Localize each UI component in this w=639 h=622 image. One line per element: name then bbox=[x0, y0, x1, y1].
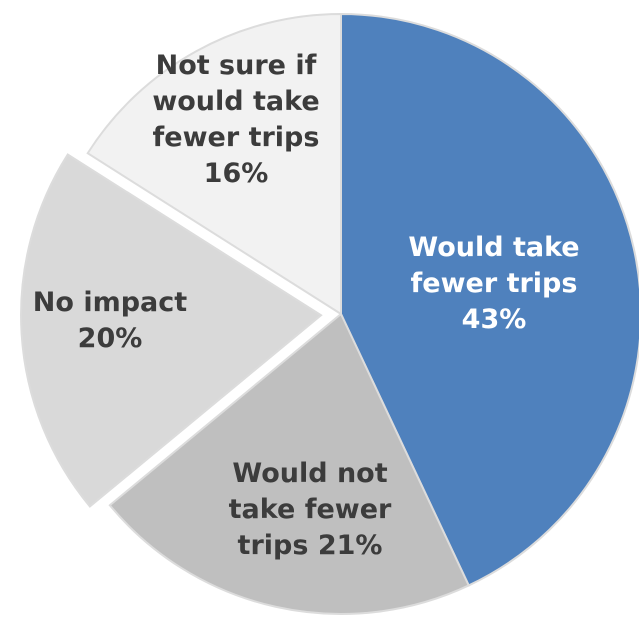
slice-label-line: Would take bbox=[408, 232, 579, 263]
slice-label-line: Would not bbox=[232, 458, 387, 489]
pie-slice bbox=[86, 12, 342, 316]
slice-label-line: fewer trips bbox=[411, 268, 578, 299]
pie-slice bbox=[108, 312, 471, 615]
slice-label: Would not take fewer trips 21% bbox=[229, 458, 392, 561]
slice-label-line: Not sure if bbox=[156, 50, 317, 81]
slice-label-line: 20% bbox=[78, 323, 143, 354]
slice-label: Not sure if would take fewer trips 16% bbox=[152, 50, 319, 189]
slice-label-line: 43% bbox=[462, 304, 527, 335]
slice-label-line: take fewer bbox=[229, 494, 392, 525]
slice-label-line: No impact bbox=[33, 287, 187, 318]
slice-label: Would take fewer trips 43% bbox=[408, 232, 579, 335]
pie-slice bbox=[340, 12, 639, 587]
slice-label: No impact 20% bbox=[33, 287, 187, 354]
pie-slice bbox=[20, 153, 323, 508]
slice-label-line: fewer trips bbox=[153, 122, 320, 153]
slice-label-line: 16% bbox=[204, 158, 269, 189]
slice-label-line: would take bbox=[152, 86, 319, 117]
slice-label-line: trips 21% bbox=[238, 530, 383, 561]
